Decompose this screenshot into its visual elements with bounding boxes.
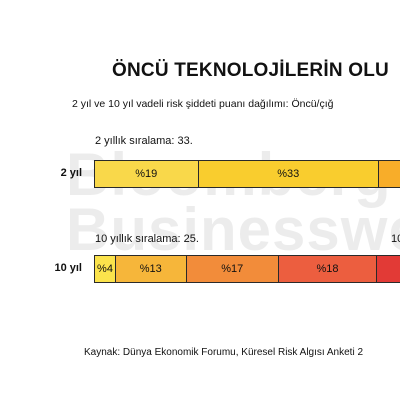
bar-segment-0-1: %33 <box>197 160 379 188</box>
row-label-2-year: 2 yıl <box>60 167 82 179</box>
row-label-10-year: 10 yıl <box>54 262 82 274</box>
source-note: Kaynak: Dünya Ekonomik Forumu, Küresel R… <box>84 347 364 358</box>
bar-segment-1-3: %18 <box>278 255 377 283</box>
bar-segment-1-1: %13 <box>115 255 187 283</box>
ranking-label-2-year: 2 yıllık sıralama: 33. <box>95 135 193 147</box>
bar-segment-1-0: %4 <box>94 255 116 283</box>
chart-title: ÖNCÜ TEKNOLOJİLERİN OLU <box>112 60 389 81</box>
stacked-bar-10-year: %4 %13 %17 %18 <box>94 255 400 283</box>
bar-segment-0-2 <box>378 160 400 188</box>
bar-segment-1-2: %17 <box>185 255 279 283</box>
ranking-label-10-year: 10 yıllık sıralama: 25. <box>95 233 199 245</box>
bar-segment-1-4 <box>376 255 400 283</box>
ranking-cut-text-10-year: 10 <box>391 233 400 245</box>
chart-subtitle: 2 yıl ve 10 yıl vadeli risk şiddeti puan… <box>72 98 334 110</box>
watermark-line-2: Businessweek <box>66 196 400 263</box>
stacked-bar-2-year: %19 %33 <box>94 160 400 188</box>
bar-segment-0-0: %19 <box>94 160 199 188</box>
